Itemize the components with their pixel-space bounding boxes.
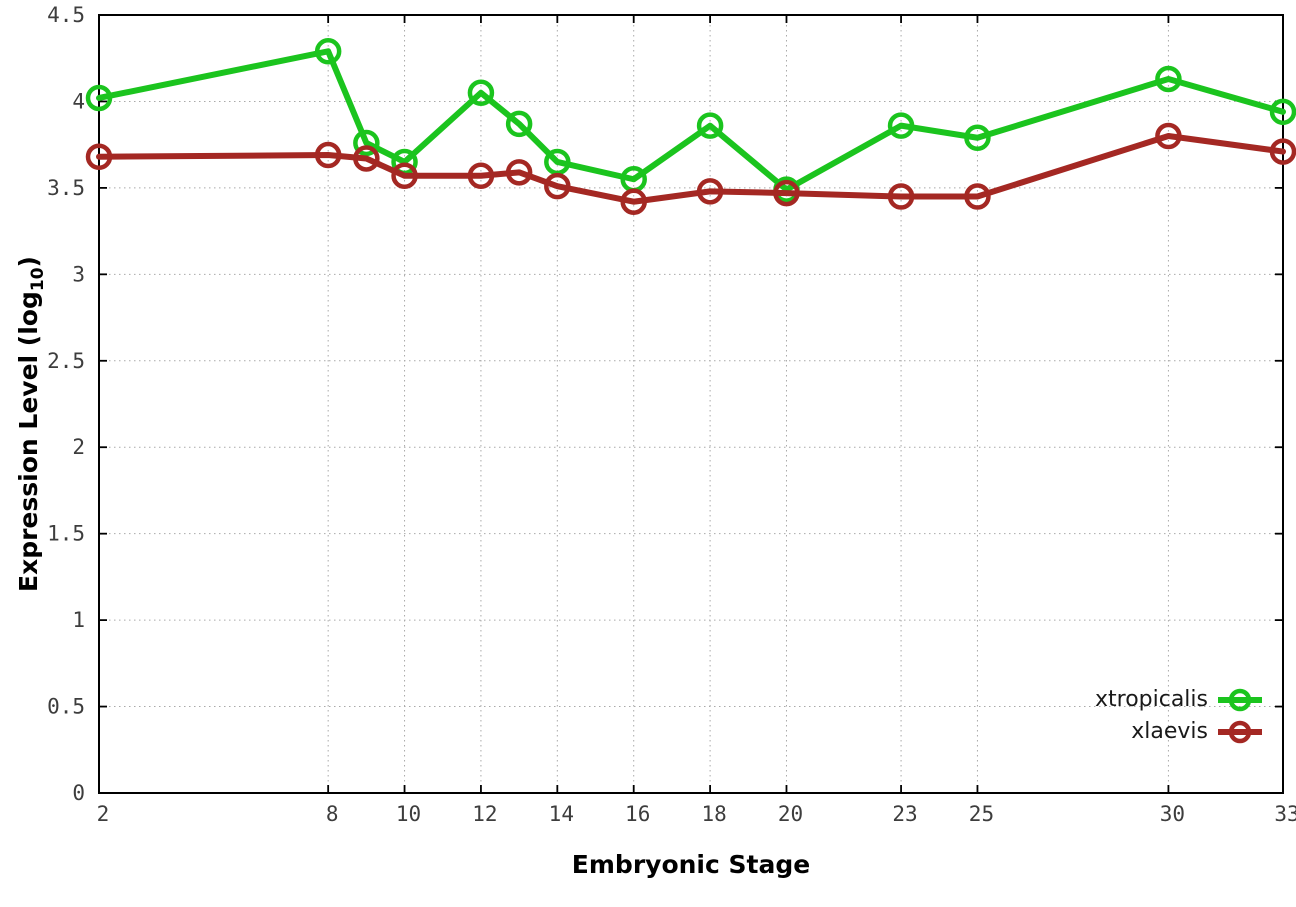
y-axis-title-main: Expression Level (log <box>14 291 43 592</box>
legend-sample-xtropicalis <box>1218 688 1262 711</box>
legend-marker <box>1228 720 1252 743</box>
x-tick-label: 30 <box>1160 802 1185 826</box>
data-point-marker-xlaevis <box>696 178 724 205</box>
legend: xtropicalis xlaevis <box>1095 685 1263 746</box>
y-tick-label: 4 <box>72 89 85 113</box>
y-tick-label: 2 <box>72 435 85 459</box>
data-point-marker-xtropicalis <box>696 112 724 139</box>
x-axis-title: Embryonic Stage <box>571 850 811 879</box>
y-tick-label: 3 <box>72 262 85 286</box>
data-point-marker-xlaevis <box>391 162 418 190</box>
legend-label: xlaevis <box>1131 718 1208 744</box>
data-point-marker-xlaevis <box>505 159 533 186</box>
y-axis-title: Expression Level (log10) <box>14 256 48 592</box>
y-tick-label: 0 <box>72 781 85 805</box>
legend-marker <box>1228 688 1252 711</box>
data-point-marker-xtropicalis <box>887 112 915 139</box>
x-tick-label: 20 <box>778 802 803 826</box>
plot-border <box>98 14 1284 794</box>
data-point-marker-xtropicalis <box>353 129 380 157</box>
x-tick-label: 2 <box>97 802 110 826</box>
y-tick-label: 4.5 <box>47 3 85 27</box>
data-point-marker-xlaevis <box>964 183 991 210</box>
data-point-marker-xlaevis <box>314 141 342 169</box>
x-tick-label: 33 <box>1274 802 1296 826</box>
x-tick-label: 14 <box>549 802 574 826</box>
y-tick-label: 1.5 <box>47 522 85 546</box>
x-tick-label: 23 <box>892 802 917 826</box>
x-tick-label: 18 <box>701 802 726 826</box>
y-axis-title-subscript: 10 <box>28 267 48 292</box>
data-point-marker-xtropicalis <box>314 38 342 65</box>
legend-sample-xlaevis <box>1218 720 1262 743</box>
x-tick-label: 25 <box>969 802 994 826</box>
data-point-marker-xtropicalis <box>505 110 533 138</box>
legend-item-xlaevis: xlaevis <box>1131 717 1263 746</box>
y-axis-title-close: ) <box>14 256 43 268</box>
data-point-marker-xlaevis <box>620 188 647 215</box>
data-point-marker-xlaevis <box>85 143 113 171</box>
legend-label: xtropicalis <box>1094 686 1208 712</box>
data-point-marker-xlaevis <box>467 162 495 190</box>
y-tick-label: 3.5 <box>47 176 85 200</box>
y-tick-label: 1 <box>72 608 85 632</box>
series-line-xlaevis <box>96 133 1286 205</box>
data-point-marker-xlaevis <box>544 172 571 200</box>
y-tick-label: 0.5 <box>47 695 85 719</box>
y-tick-label: 2.5 <box>47 349 85 373</box>
data-point-marker-xtropicalis <box>467 79 495 107</box>
data-point-marker-xtropicalis <box>964 124 991 152</box>
data-point-marker-xlaevis <box>887 183 915 210</box>
data-point-marker-xtropicalis <box>85 84 113 112</box>
x-tick-label: 16 <box>625 802 650 826</box>
data-point-marker-xlaevis <box>353 145 380 172</box>
x-tick-label: 8 <box>326 802 339 826</box>
data-point-marker-xtropicalis <box>1155 65 1182 93</box>
x-tick-label: 10 <box>396 802 421 826</box>
data-point-marker-xlaevis <box>1269 138 1296 165</box>
data-point-marker-xlaevis <box>773 179 800 207</box>
data-point-marker-xlaevis <box>1155 122 1182 150</box>
data-point-marker-xtropicalis <box>1269 98 1296 126</box>
series-line-xtropicalis <box>96 48 1286 193</box>
x-tick-label: 12 <box>472 802 497 826</box>
legend-item-xtropicalis: xtropicalis <box>1095 685 1263 714</box>
